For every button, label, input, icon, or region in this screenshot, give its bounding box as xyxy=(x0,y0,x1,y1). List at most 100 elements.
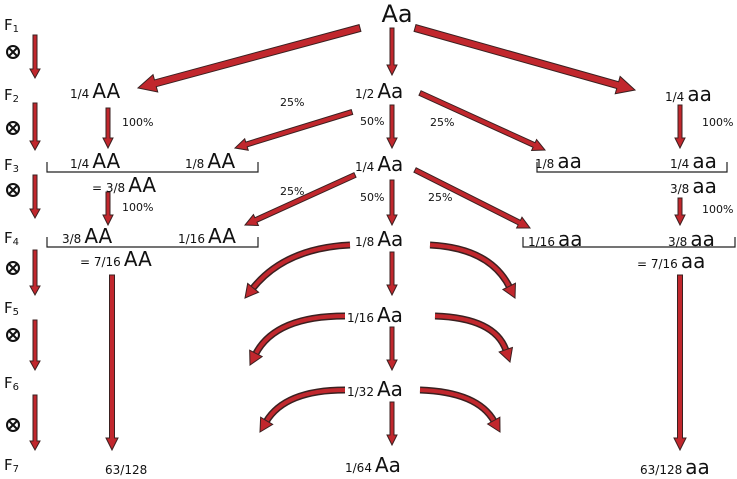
generation-letter: F xyxy=(4,299,13,317)
genotype-label: 3/8 aa xyxy=(668,227,715,251)
genotype: aa xyxy=(558,227,583,251)
generation-letter: F xyxy=(4,16,13,34)
fraction: 1/32 xyxy=(347,385,374,399)
percent-label: 50% xyxy=(360,115,384,128)
percent-label: 100% xyxy=(122,116,153,129)
fraction: = 3/8 xyxy=(92,181,125,195)
arrow xyxy=(29,319,41,372)
genotype-label: 3/8 AA xyxy=(62,224,113,248)
arrow xyxy=(29,249,41,297)
arrow xyxy=(29,34,41,80)
generation-label: F2 xyxy=(4,86,19,106)
generation-label: F1 xyxy=(4,16,19,36)
fraction: 1/16 xyxy=(528,235,555,249)
genotype: AA xyxy=(208,224,236,248)
genotype-label: 1/64 Aa xyxy=(345,453,401,477)
genotype: Aa xyxy=(375,453,401,477)
arrow-head xyxy=(244,282,260,299)
genotype: Aa xyxy=(377,227,403,251)
generation-letter: F xyxy=(4,86,13,104)
arrow xyxy=(386,401,398,447)
fraction: 1/4 xyxy=(665,90,684,104)
fraction: = 7/16 xyxy=(637,257,678,271)
curved-arrow xyxy=(253,314,346,356)
generation-number: 7 xyxy=(13,464,19,475)
arrow xyxy=(386,27,398,77)
curved-arrow-outline xyxy=(249,241,351,291)
genotype-label: 1/8 aa xyxy=(535,149,582,173)
fraction: 1/4 xyxy=(70,87,89,101)
genotype-label: 1/16 AA xyxy=(178,224,236,248)
generation-letter: F xyxy=(4,456,13,474)
arrow xyxy=(386,104,398,150)
genotype: AA xyxy=(84,224,112,248)
genotype: AA xyxy=(207,149,235,173)
fraction: 63/128 xyxy=(640,463,682,477)
genotype-label: 1/4 aa xyxy=(665,82,712,106)
self-cross-symbols xyxy=(6,45,20,432)
arrow xyxy=(29,174,41,220)
genotype: aa xyxy=(692,174,717,198)
genotype-label: = 7/16 AA xyxy=(80,247,152,271)
curved-arrow xyxy=(250,243,351,290)
genotype-label: 1/8 Aa xyxy=(355,227,403,251)
genotype: aa xyxy=(687,82,712,106)
fraction: 3/8 xyxy=(62,232,81,246)
arrow xyxy=(674,197,686,227)
percent-label: 50% xyxy=(360,191,384,204)
arrow xyxy=(105,274,119,452)
arrow xyxy=(386,179,398,227)
curved-arrow xyxy=(264,388,346,423)
fraction: 1/64 xyxy=(345,461,372,475)
genotype: AA xyxy=(92,79,120,103)
fraction: 1/8 xyxy=(185,157,204,171)
genotype: aa xyxy=(690,227,715,251)
genotype: AA xyxy=(128,173,156,197)
arrow xyxy=(413,24,637,95)
genotype-label: 1/4 Aa xyxy=(355,152,403,176)
arrow xyxy=(233,108,354,151)
percent-label: 100% xyxy=(702,203,733,216)
fraction: 1/4 xyxy=(355,160,374,174)
arrow xyxy=(386,326,398,372)
percent-label: 25% xyxy=(428,191,452,204)
genotype: aa xyxy=(685,455,710,479)
genotype: Aa xyxy=(377,377,403,401)
generation-number: 4 xyxy=(13,237,19,248)
fraction: 1/8 xyxy=(355,235,374,249)
arrow xyxy=(386,251,398,297)
percent-label: 25% xyxy=(280,185,304,198)
genotype-label: 1/8 AA xyxy=(185,149,236,173)
arrow xyxy=(29,394,41,452)
percent-label: 25% xyxy=(280,96,304,109)
arrow xyxy=(418,90,547,152)
arrow xyxy=(413,167,531,229)
genotype-label: 1/4 AA xyxy=(70,149,121,173)
generation-letter: F xyxy=(4,374,13,392)
fraction: 3/8 xyxy=(668,235,687,249)
genotype: aa xyxy=(692,149,717,173)
genotype-label: 1/16 aa xyxy=(528,227,582,251)
fraction: 3/8 xyxy=(670,182,689,196)
generation-number: 2 xyxy=(13,94,19,105)
fraction: = 7/16 xyxy=(80,255,121,269)
arrow-head xyxy=(498,346,514,363)
genotype-label: 1/32 Aa xyxy=(347,377,403,401)
genotype-label: = 3/8 AA xyxy=(92,173,156,197)
genotype: AA xyxy=(92,149,120,173)
genotype: Aa xyxy=(377,303,403,327)
arrow xyxy=(136,24,362,93)
genotype-label: 3/8 aa xyxy=(670,174,717,198)
brackets xyxy=(46,162,736,248)
genotype: aa xyxy=(557,149,582,173)
curved-arrow xyxy=(429,243,512,289)
generation-label: F7 xyxy=(4,456,19,476)
fraction: 1/4 xyxy=(70,157,89,171)
generation-label: F4 xyxy=(4,229,19,249)
percent-label: 25% xyxy=(430,116,454,129)
curved-arrow xyxy=(434,314,509,352)
fraction: 1/4 xyxy=(670,157,689,171)
fraction: 63/128 xyxy=(105,463,147,477)
fraction: 1/8 xyxy=(535,157,554,171)
